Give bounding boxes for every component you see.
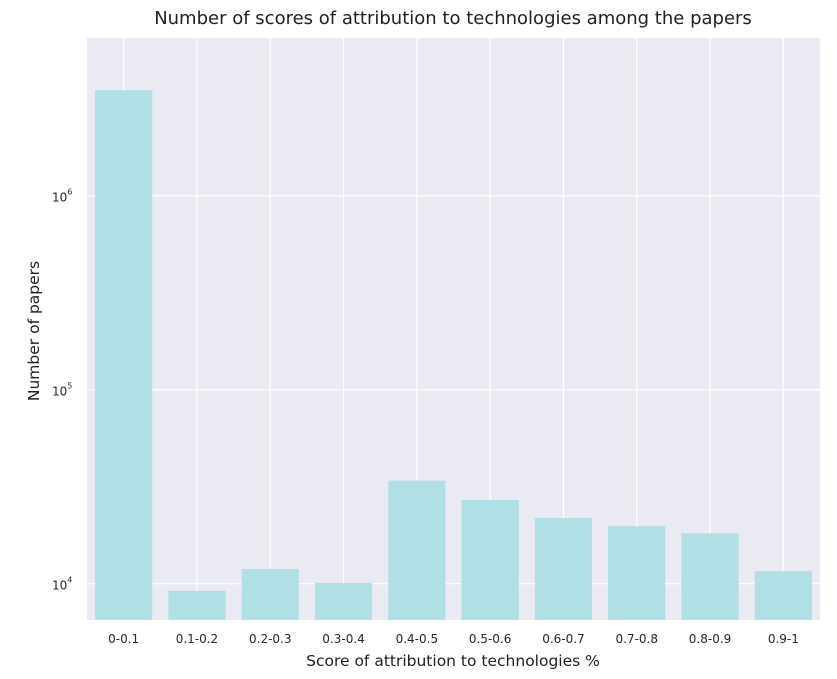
- x-tick-label: 0.8-0.9: [689, 632, 732, 646]
- x-tick-label: 0.7-0.8: [616, 632, 659, 646]
- y-tick-labels: 104 105 106: [52, 188, 72, 593]
- bar: [461, 500, 519, 620]
- x-tick-label: 0.5-0.6: [469, 632, 512, 646]
- x-tick-label: 0.2-0.3: [249, 632, 292, 646]
- x-tick-labels: 0-0.1 0.1-0.2 0.2-0.3 0.3-0.4 0.4-0.5 0.5-0.6…: [108, 632, 799, 646]
- bar: [168, 590, 226, 620]
- bar: [754, 571, 812, 620]
- bar: [608, 526, 666, 620]
- y-axis-label: Number of papers: [25, 261, 43, 401]
- bar: [95, 90, 153, 620]
- bar: [681, 533, 739, 620]
- bar: [314, 582, 373, 620]
- x-tick-label: 0.4-0.5: [396, 632, 439, 646]
- x-tick-label: 0.1-0.2: [176, 632, 219, 646]
- bar: [241, 569, 299, 620]
- bar: [534, 518, 593, 620]
- x-tick-label: 0-0.1: [108, 632, 139, 646]
- bars: [95, 90, 812, 620]
- y-tick-label: 105: [52, 382, 72, 399]
- x-tick-label: 0.9-1: [768, 632, 799, 646]
- y-tick-label: 104: [52, 576, 72, 593]
- plot-area: [87, 38, 820, 620]
- x-tick-label: 0.6-0.7: [542, 632, 585, 646]
- bar: [388, 480, 446, 620]
- x-tick-label: 0.3-0.4: [322, 632, 365, 646]
- y-tick-label: 106: [52, 188, 72, 205]
- x-axis-label: Score of attribution to technologies %: [306, 652, 600, 670]
- chart-title: Number of scores of attribution to techn…: [154, 8, 752, 29]
